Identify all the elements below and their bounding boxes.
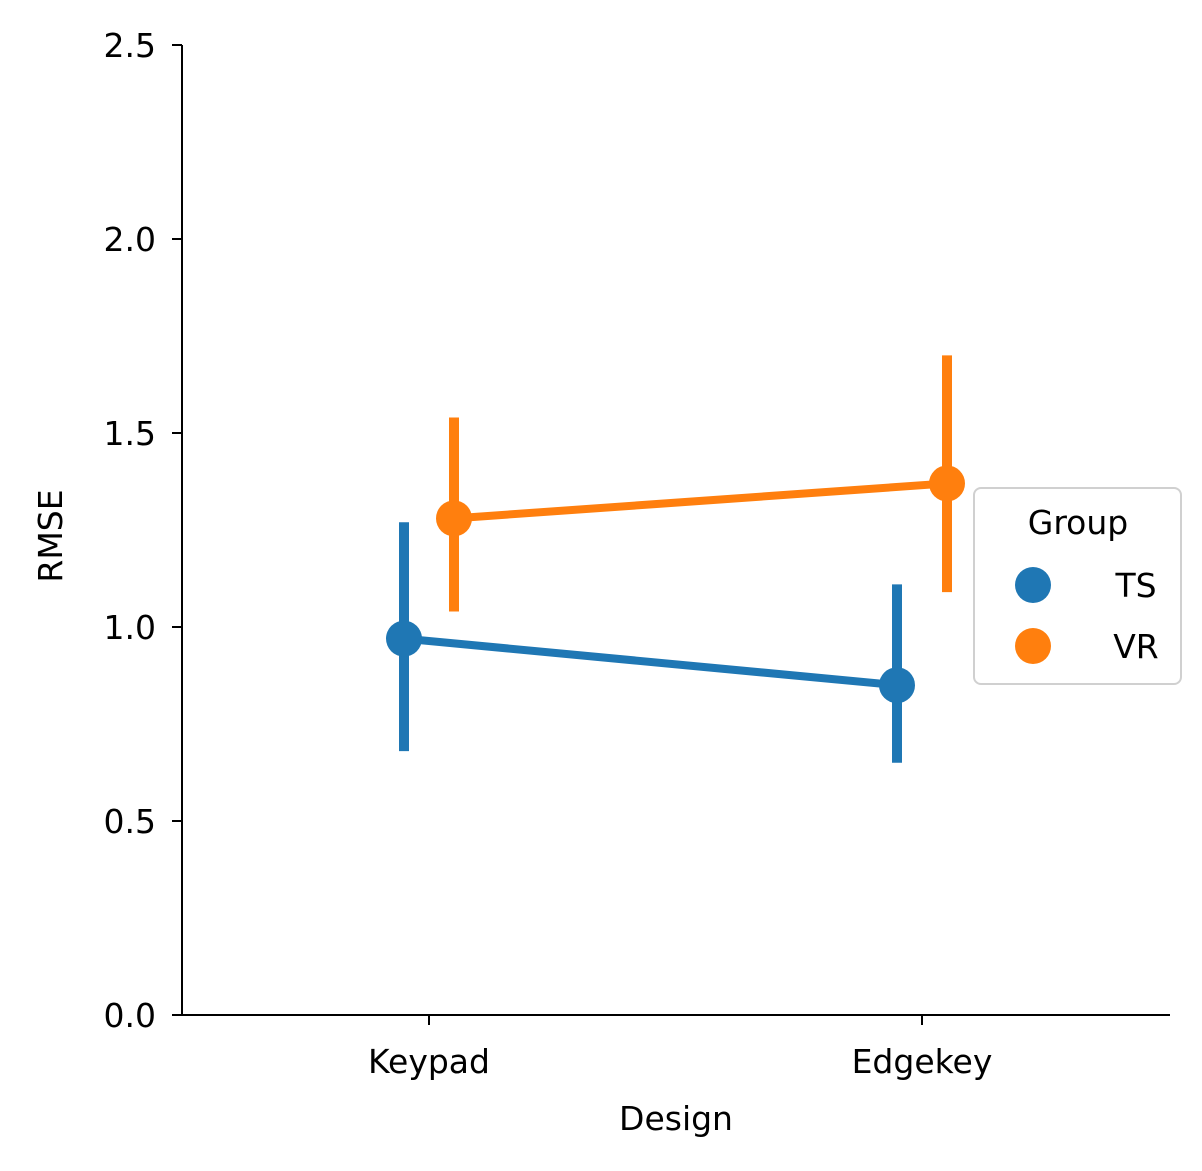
y-tick-label: 1.5 (104, 414, 156, 453)
series-ts (386, 522, 915, 763)
legend-label-vr: VR (1113, 627, 1159, 666)
axes (181, 45, 1170, 1016)
legend-marker-vr (1015, 628, 1051, 664)
legend-entries: TS VR (1015, 566, 1159, 666)
y-tick-label: 1.0 (104, 608, 156, 647)
x-tick-label: Keypad (368, 1042, 490, 1081)
data-point (436, 500, 472, 537)
series-vr (436, 355, 965, 612)
x-tick-label: Edgekey (852, 1042, 993, 1081)
y-tick-label: 2.5 (104, 26, 156, 65)
ticks: 0.0 0.5 1.0 1.5 2.0 2.5 Keypad Edgekey (104, 26, 993, 1081)
y-tick-label: 0.0 (104, 996, 156, 1035)
data-point (929, 465, 965, 502)
y-tick-label: 2.0 (104, 220, 156, 259)
legend: Group TS VR (973, 487, 1182, 685)
y-axis-label: RMSE (31, 489, 70, 582)
legend-label-ts: TS (1114, 566, 1156, 605)
series-line (403, 634, 898, 690)
series-line (453, 479, 948, 523)
legend-title: Group (1028, 503, 1128, 542)
data-point (386, 620, 422, 657)
data-point (879, 667, 915, 704)
y-tick-label: 0.5 (104, 802, 156, 841)
series-layer (386, 355, 965, 763)
legend-marker-ts (1015, 567, 1051, 603)
x-axis-label: Design (619, 1099, 733, 1138)
